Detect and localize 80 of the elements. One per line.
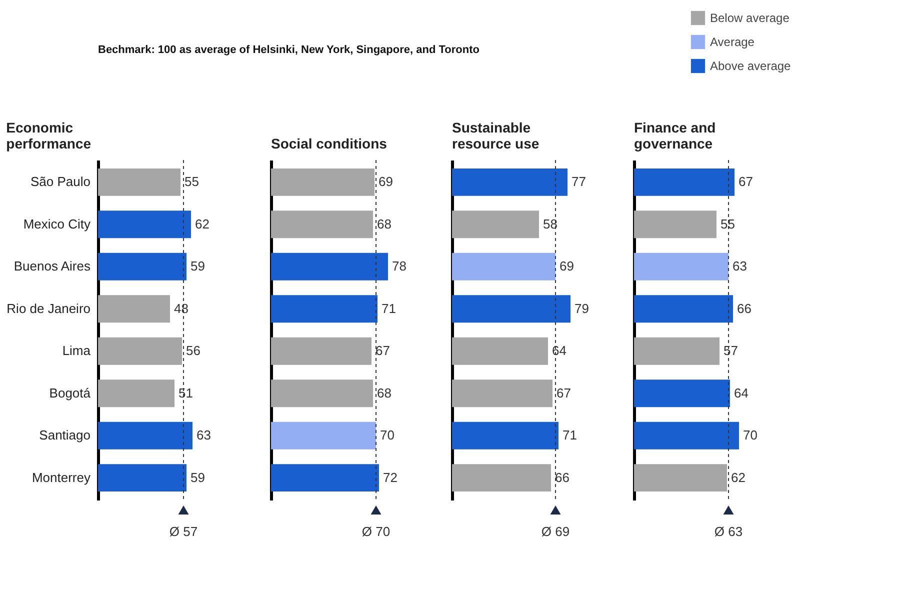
bar	[452, 210, 540, 238]
bar	[634, 422, 740, 450]
data-label: 64	[552, 343, 566, 358]
bar	[271, 210, 374, 238]
data-label: 77	[572, 174, 586, 190]
data-label: 55	[184, 174, 199, 190]
data-label: 68	[377, 216, 392, 232]
ref-line-label: Ø 69	[541, 524, 570, 539]
bar	[634, 210, 717, 238]
bar	[271, 337, 372, 365]
data-label: 78	[392, 258, 406, 274]
bar	[452, 252, 556, 280]
data-label: 68	[377, 385, 392, 400]
bar	[634, 295, 734, 323]
bar	[452, 422, 559, 450]
data-label: 62	[195, 216, 210, 232]
bar	[98, 464, 187, 492]
data-label: 66	[555, 470, 570, 485]
data-label: 63	[196, 428, 211, 443]
data-label: 62	[731, 470, 746, 485]
bar	[271, 295, 378, 323]
data-label: 55	[720, 216, 735, 232]
chart-subtitle: Sustainable resource use	[452, 120, 540, 152]
bar	[452, 464, 552, 492]
ref-line-label: Ø 57	[169, 524, 198, 539]
bar	[634, 337, 720, 365]
text: Bechmark: 100 as average of Helsinki, New York, Singapore, and Toronto	[98, 44, 480, 56]
data-label: 56	[186, 343, 200, 358]
y-tick-label: Bogotá	[49, 385, 92, 400]
bar	[634, 252, 729, 280]
data-label: 69	[378, 174, 393, 190]
y-tick-label: Mexico City	[23, 216, 91, 232]
data-label: 67	[376, 343, 390, 358]
y-tick-label: Rio de Janeiro	[6, 300, 90, 316]
bar	[98, 295, 170, 323]
data-label: 64	[734, 385, 748, 400]
bar	[452, 380, 553, 408]
bar	[98, 337, 182, 365]
legend-label: Average	[710, 35, 755, 49]
bar	[634, 380, 730, 408]
bar	[452, 295, 571, 323]
chart-subtitle: Finance and governance	[634, 120, 716, 152]
chart-subtitle: Economic performance	[6, 120, 92, 152]
y-tick-label: Buenos Aires	[14, 258, 91, 274]
data-label: 71	[562, 428, 577, 443]
y-tick-label: Santiago	[39, 428, 90, 443]
chart-subtitle: Social conditions	[271, 136, 388, 152]
data-label: 59	[190, 258, 205, 274]
y-tick-label: Monterrey	[32, 470, 91, 485]
bar	[271, 422, 376, 450]
data-label: 67	[556, 385, 571, 400]
bar	[271, 252, 388, 280]
data-label: 70	[743, 428, 758, 443]
bar	[98, 380, 175, 408]
data-label: 63	[732, 258, 747, 274]
data-label: 59	[190, 470, 205, 485]
data-label: 70	[380, 428, 394, 443]
legend-label: Below average	[710, 11, 790, 25]
bar	[98, 422, 193, 450]
data-label: 71	[382, 300, 396, 316]
ref-line-label: Ø 70	[362, 524, 390, 539]
bar	[271, 380, 374, 408]
y-tick-label: Lima	[62, 343, 92, 358]
bar	[634, 464, 728, 492]
bar	[452, 337, 548, 365]
data-label: 79	[574, 300, 589, 316]
bar	[271, 464, 380, 492]
ref-line-label: Ø 63	[714, 524, 743, 539]
legend-label: Above average	[710, 59, 792, 73]
data-label: 69	[560, 258, 574, 274]
bar	[98, 252, 187, 280]
bar	[271, 168, 375, 196]
bar	[452, 168, 568, 196]
data-label: 72	[383, 470, 398, 485]
bar	[634, 168, 735, 196]
y-tick-label: São Paulo	[30, 174, 90, 190]
data-label: 66	[737, 300, 752, 316]
bar	[98, 210, 192, 238]
data-label: 67	[738, 174, 753, 190]
bar	[98, 168, 181, 196]
